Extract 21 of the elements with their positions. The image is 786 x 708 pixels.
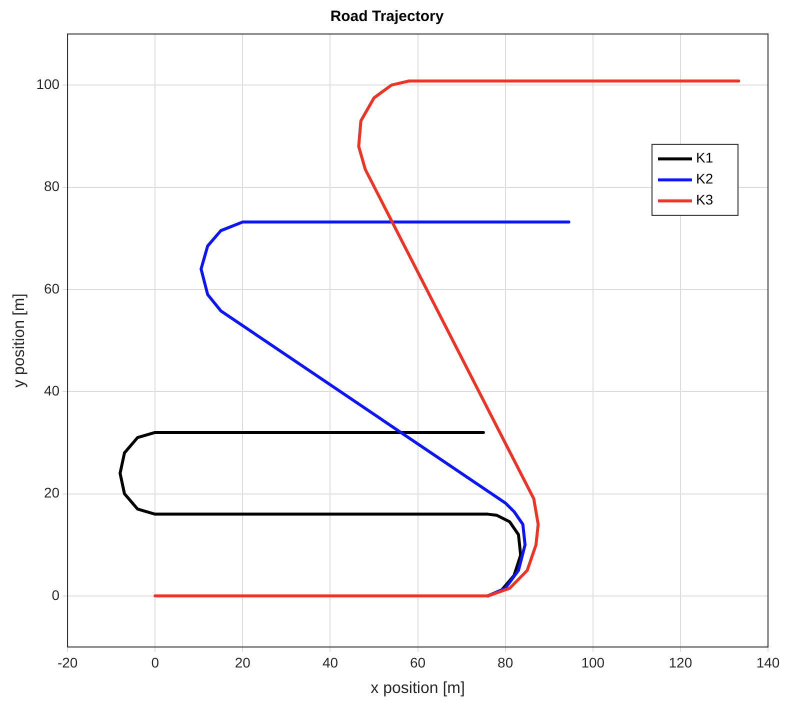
x-tick-label: 40 xyxy=(322,654,338,670)
y-tick-label: 80 xyxy=(44,178,60,194)
y-axis-title: y position [m] xyxy=(11,293,28,388)
x-tick-label: 140 xyxy=(756,654,780,670)
legend-label: K1 xyxy=(696,150,714,166)
x-tick-label: 60 xyxy=(410,654,426,670)
y-tick-label: 0 xyxy=(52,586,60,603)
y-tick-label: 100 xyxy=(36,76,60,92)
x-tick-label: 20 xyxy=(234,654,251,670)
x-tick-label: 100 xyxy=(581,654,605,670)
y-tick-label: 20 xyxy=(44,484,60,501)
x-tick-label: -20 xyxy=(57,654,78,670)
y-tick-label: 60 xyxy=(44,280,60,296)
legend-label: K2 xyxy=(696,170,714,187)
chart-title: Road Trajectory xyxy=(330,8,444,26)
y-tick-label: 40 xyxy=(44,382,60,398)
x-tick-label: 120 xyxy=(668,654,692,670)
x-tick-label: 80 xyxy=(498,654,514,670)
x-axis-title: x position [m] xyxy=(370,680,465,697)
legend-label: K3 xyxy=(696,192,714,208)
x-tick-label: 0 xyxy=(151,654,160,670)
